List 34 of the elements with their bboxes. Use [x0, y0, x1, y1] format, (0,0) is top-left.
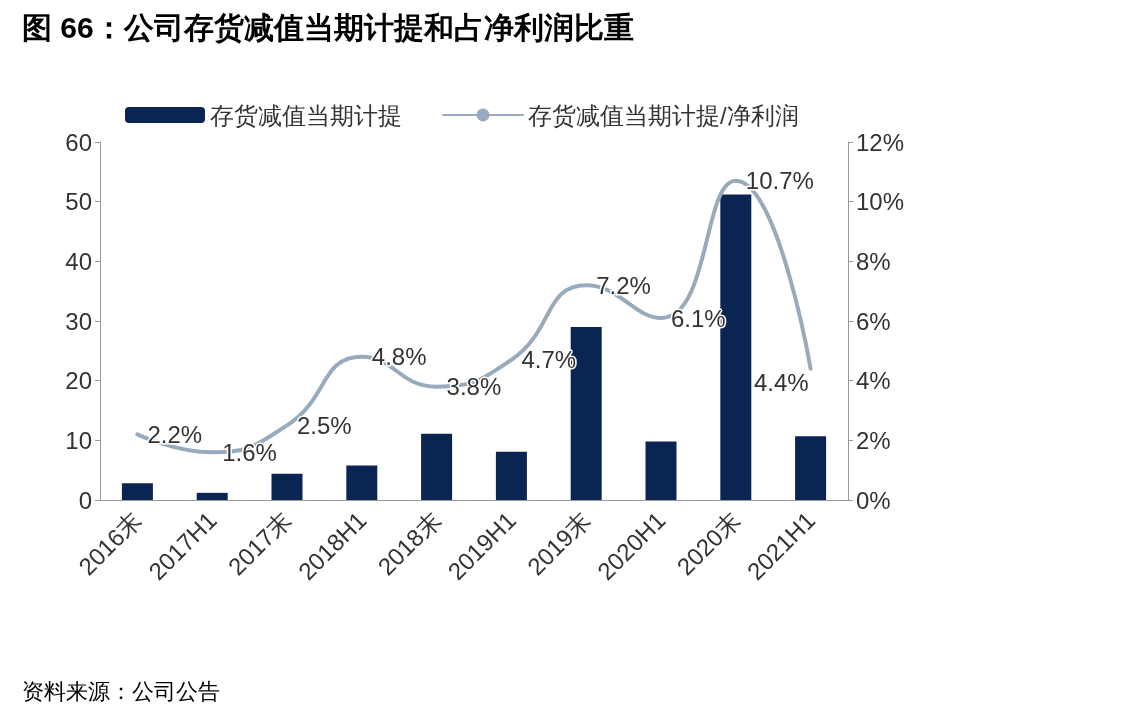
y-tick-label: 0	[78, 486, 92, 514]
y2-tick-label: 12%	[856, 128, 905, 156]
bar	[795, 436, 827, 500]
y2-tick-label: 0%	[856, 486, 891, 514]
bar	[421, 433, 453, 500]
chart-title: 图 66：公司存货减值当期计提和占净利润比重	[22, 10, 634, 44]
bar	[346, 465, 378, 500]
data-label: 4.8%	[371, 343, 427, 371]
legend-label: 存货减值当期计提	[210, 101, 402, 129]
y-tick-label: 30	[65, 307, 92, 335]
bar	[495, 451, 527, 500]
y-tick-label: 20	[65, 367, 92, 395]
data-label: 4.4%	[753, 369, 809, 397]
y-tick-label: 60	[65, 128, 92, 156]
bar	[645, 441, 677, 500]
y-tick-label: 40	[65, 247, 92, 275]
data-label: 3.8%	[446, 373, 502, 401]
legend-label: 存货减值当期计提/净利润	[528, 101, 799, 129]
y2-tick-label: 2%	[856, 426, 891, 454]
y2-tick-label: 10%	[856, 188, 905, 216]
data-label: 2.5%	[297, 411, 352, 439]
bar	[196, 492, 228, 500]
bar	[121, 483, 153, 500]
bar	[271, 473, 303, 500]
y2-tick-label: 4%	[856, 367, 891, 395]
y-tick-label: 10	[65, 426, 92, 454]
data-label: 1.6%	[222, 438, 277, 466]
data-label: 2.2%	[147, 420, 203, 448]
y2-tick-label: 8%	[856, 247, 891, 275]
y2-tick-label: 6%	[856, 307, 891, 335]
data-label: 7.2%	[596, 271, 651, 299]
y-tick-label: 50	[65, 188, 92, 216]
data-label: 10.7%	[745, 167, 814, 195]
text: 资料来源：公司公告	[22, 678, 220, 704]
